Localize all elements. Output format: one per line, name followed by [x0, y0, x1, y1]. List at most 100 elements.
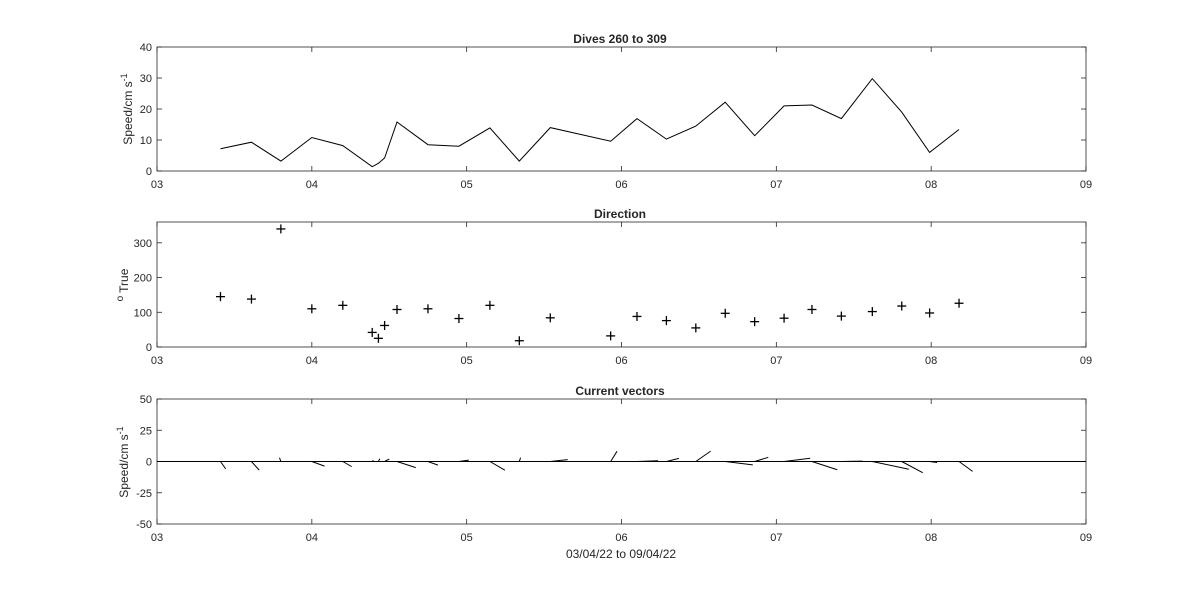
direction-point: [485, 300, 495, 310]
vectors-panel: Current vectors Speed/cm s-1 03 04 05 06 07 0…: [115, 384, 1092, 561]
current-vector: [636, 460, 659, 462]
x-tick-label: 08: [925, 355, 937, 367]
vectors-ylabel-superscript: -1: [115, 426, 125, 434]
y-tick-label: 40: [140, 42, 152, 54]
direction-x-ticks: 03 04 05 06 07 08 09: [151, 222, 1092, 367]
current-vector: [695, 450, 711, 462]
x-tick-label: 07: [770, 532, 782, 544]
x-tick-label: 06: [615, 532, 627, 544]
speed-line: [220, 77, 960, 168]
vectors-ylabel: Speed/cm s-1: [115, 426, 131, 497]
vectors-ylabel-group: Speed/cm s-1: [115, 426, 131, 497]
x-tick-label: 05: [461, 355, 473, 367]
direction-point: [867, 307, 877, 317]
current-vector: [784, 457, 811, 462]
direction-point: [632, 311, 642, 321]
speed-ylabel-superscript: -1: [119, 73, 129, 81]
speed-x-ticks: 03 04 05 06 07 08 09: [151, 47, 1092, 191]
current-vector: [220, 461, 227, 470]
direction-point: [779, 313, 789, 323]
y-tick-label: 50: [140, 394, 152, 406]
current-vector: [427, 461, 439, 466]
x-tick-label: 03: [151, 355, 163, 367]
x-tick-label: 09: [1080, 179, 1092, 191]
current-vector: [518, 457, 522, 462]
x-tick-label: 05: [461, 179, 473, 191]
x-tick-label: 07: [770, 355, 782, 367]
direction-y-ticks: 0 100 200 300: [134, 238, 1086, 354]
y-tick-label: 200: [134, 273, 152, 285]
current-vector: [929, 461, 938, 464]
speed-panel: Dives 260 to 309 Speed/cm s-1 03 04 05 06 07…: [119, 32, 1092, 191]
direction-point: [925, 308, 935, 318]
direction-point: [338, 300, 348, 310]
direction-point: [545, 313, 555, 323]
direction-point: [606, 331, 616, 341]
direction-chart-title: Direction: [594, 207, 646, 221]
y-tick-label: 10: [140, 135, 152, 147]
direction-ylabel-prefix: o: [115, 295, 126, 301]
vectors-xlabel: 03/04/22 to 09/04/22: [566, 547, 676, 561]
direction-point: [380, 320, 390, 330]
direction-ylabel-group: oTrue: [115, 268, 131, 301]
direction-point: [514, 336, 524, 346]
vectors-chart-title: Current vectors: [575, 384, 665, 398]
y-tick-label: 0: [146, 166, 152, 178]
current-vector: [371, 459, 374, 462]
current-vector: [377, 458, 381, 462]
y-tick-label: 20: [140, 104, 152, 116]
x-tick-label: 03: [151, 179, 163, 191]
vectors-x-ticks: 03 04 05 06 07 08 09: [151, 399, 1092, 544]
current-vector: [384, 458, 390, 462]
direction-point: [897, 301, 907, 311]
x-tick-label: 05: [461, 532, 473, 544]
x-tick-label: 09: [1080, 355, 1092, 367]
direction-point: [307, 304, 317, 314]
current-vector: [811, 461, 838, 471]
speed-series: [220, 77, 960, 168]
vectors-y-ticks: -50 -25 0 25 50: [136, 394, 1086, 531]
direction-point: [454, 314, 464, 324]
y-tick-label: -50: [136, 519, 152, 531]
current-vector: [958, 461, 973, 472]
current-vector: [311, 461, 325, 467]
current-vector: [666, 457, 680, 462]
current-vector: [901, 461, 923, 474]
y-tick-label: 30: [140, 73, 152, 85]
current-vector: [489, 461, 506, 471]
y-tick-label: 25: [140, 425, 152, 437]
direction-point: [661, 316, 671, 326]
current-vector: [458, 459, 469, 462]
x-tick-label: 08: [925, 179, 937, 191]
speed-ylabel: Speed/cm s-1: [119, 73, 135, 144]
x-tick-label: 07: [770, 179, 782, 191]
x-tick-label: 09: [1080, 532, 1092, 544]
speed-y-ticks: 0 10 20 30 40: [140, 42, 1086, 178]
direction-point: [367, 327, 377, 337]
x-tick-label: 06: [615, 179, 627, 191]
direction-point: [276, 224, 286, 234]
y-tick-label: -25: [136, 488, 152, 500]
direction-point: [720, 308, 730, 318]
direction-panel: Direction oTrue 03 04 05 06 07 08 09 0 100 200 30…: [115, 207, 1092, 367]
direction-point: [954, 298, 964, 308]
direction-ylabel: oTrue: [115, 268, 131, 301]
current-vector: [279, 457, 282, 462]
x-tick-label: 03: [151, 532, 163, 544]
current-vector: [872, 461, 909, 470]
y-tick-label: 0: [146, 457, 152, 469]
current-vector: [550, 459, 568, 462]
x-tick-label: 06: [615, 355, 627, 367]
direction-point: [215, 292, 225, 302]
current-vector: [754, 456, 769, 462]
current-vector: [396, 461, 416, 469]
current-vector: [610, 451, 618, 462]
direction-point: [836, 311, 846, 321]
direction-point: [423, 304, 433, 314]
x-tick-label: 04: [306, 355, 318, 367]
current-vector: [725, 461, 753, 466]
y-tick-label: 300: [134, 238, 152, 250]
x-tick-label: 04: [306, 179, 318, 191]
direction-point: [373, 333, 383, 343]
